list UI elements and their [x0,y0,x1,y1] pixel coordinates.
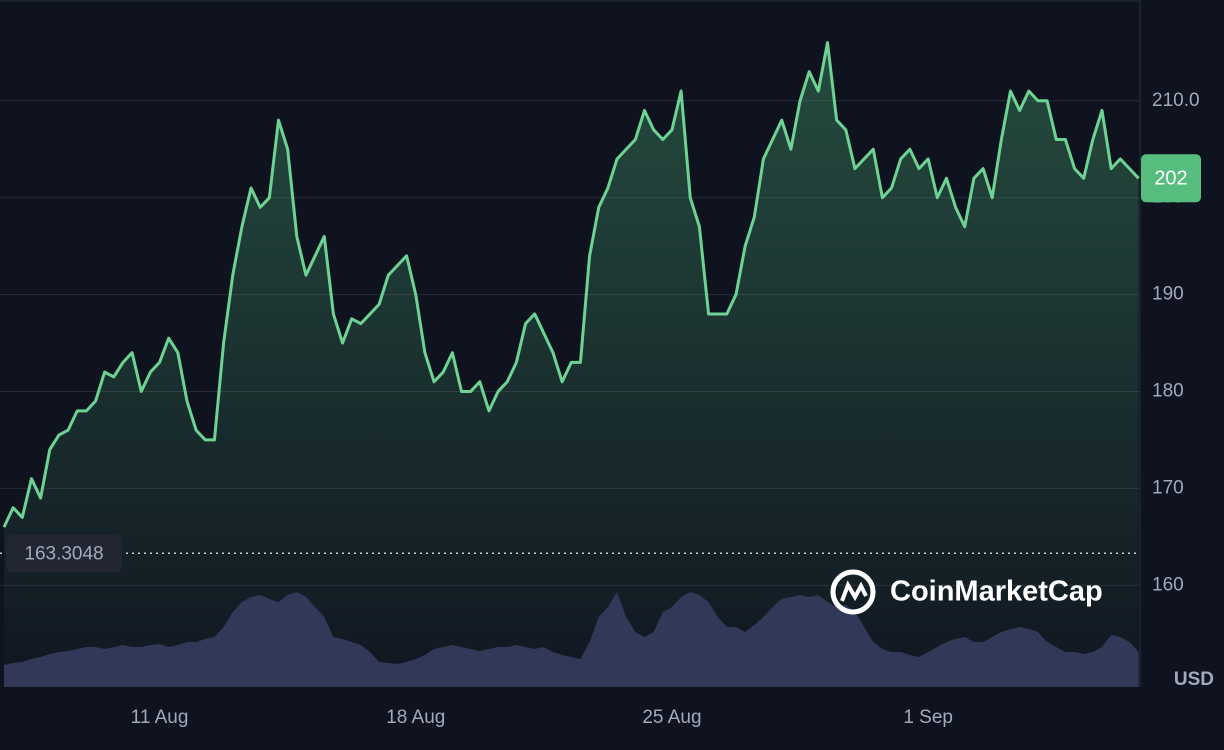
x-tick-label: 25 Aug [642,707,701,728]
unit-label: USD [1174,669,1214,690]
start-price-label: 163.3048 [24,543,103,564]
x-tick-label: 11 Aug [131,707,189,728]
y-tick-label: 160 [1152,574,1184,595]
price-line [2,41,1140,528]
current-price-badge [1141,154,1201,203]
watermark-text: CoinMarketCap [890,576,1103,608]
x-tick-label: 18 Aug [386,707,445,728]
current-price-label: 202 [1154,168,1187,190]
y-tick-label: 170 [1152,477,1184,498]
volume-area [4,592,1139,687]
start-price-badge [6,534,122,573]
watermark: CoinMarketCap [830,569,1103,615]
logo-icon [830,569,876,615]
x-tick-label: 1 Sep [903,707,953,728]
y-tick-label: 210.0 [1152,90,1200,111]
logo-icon [840,580,868,602]
y-tick-label: 180 [1152,380,1184,401]
y-tick-label: 190 [1152,284,1184,305]
